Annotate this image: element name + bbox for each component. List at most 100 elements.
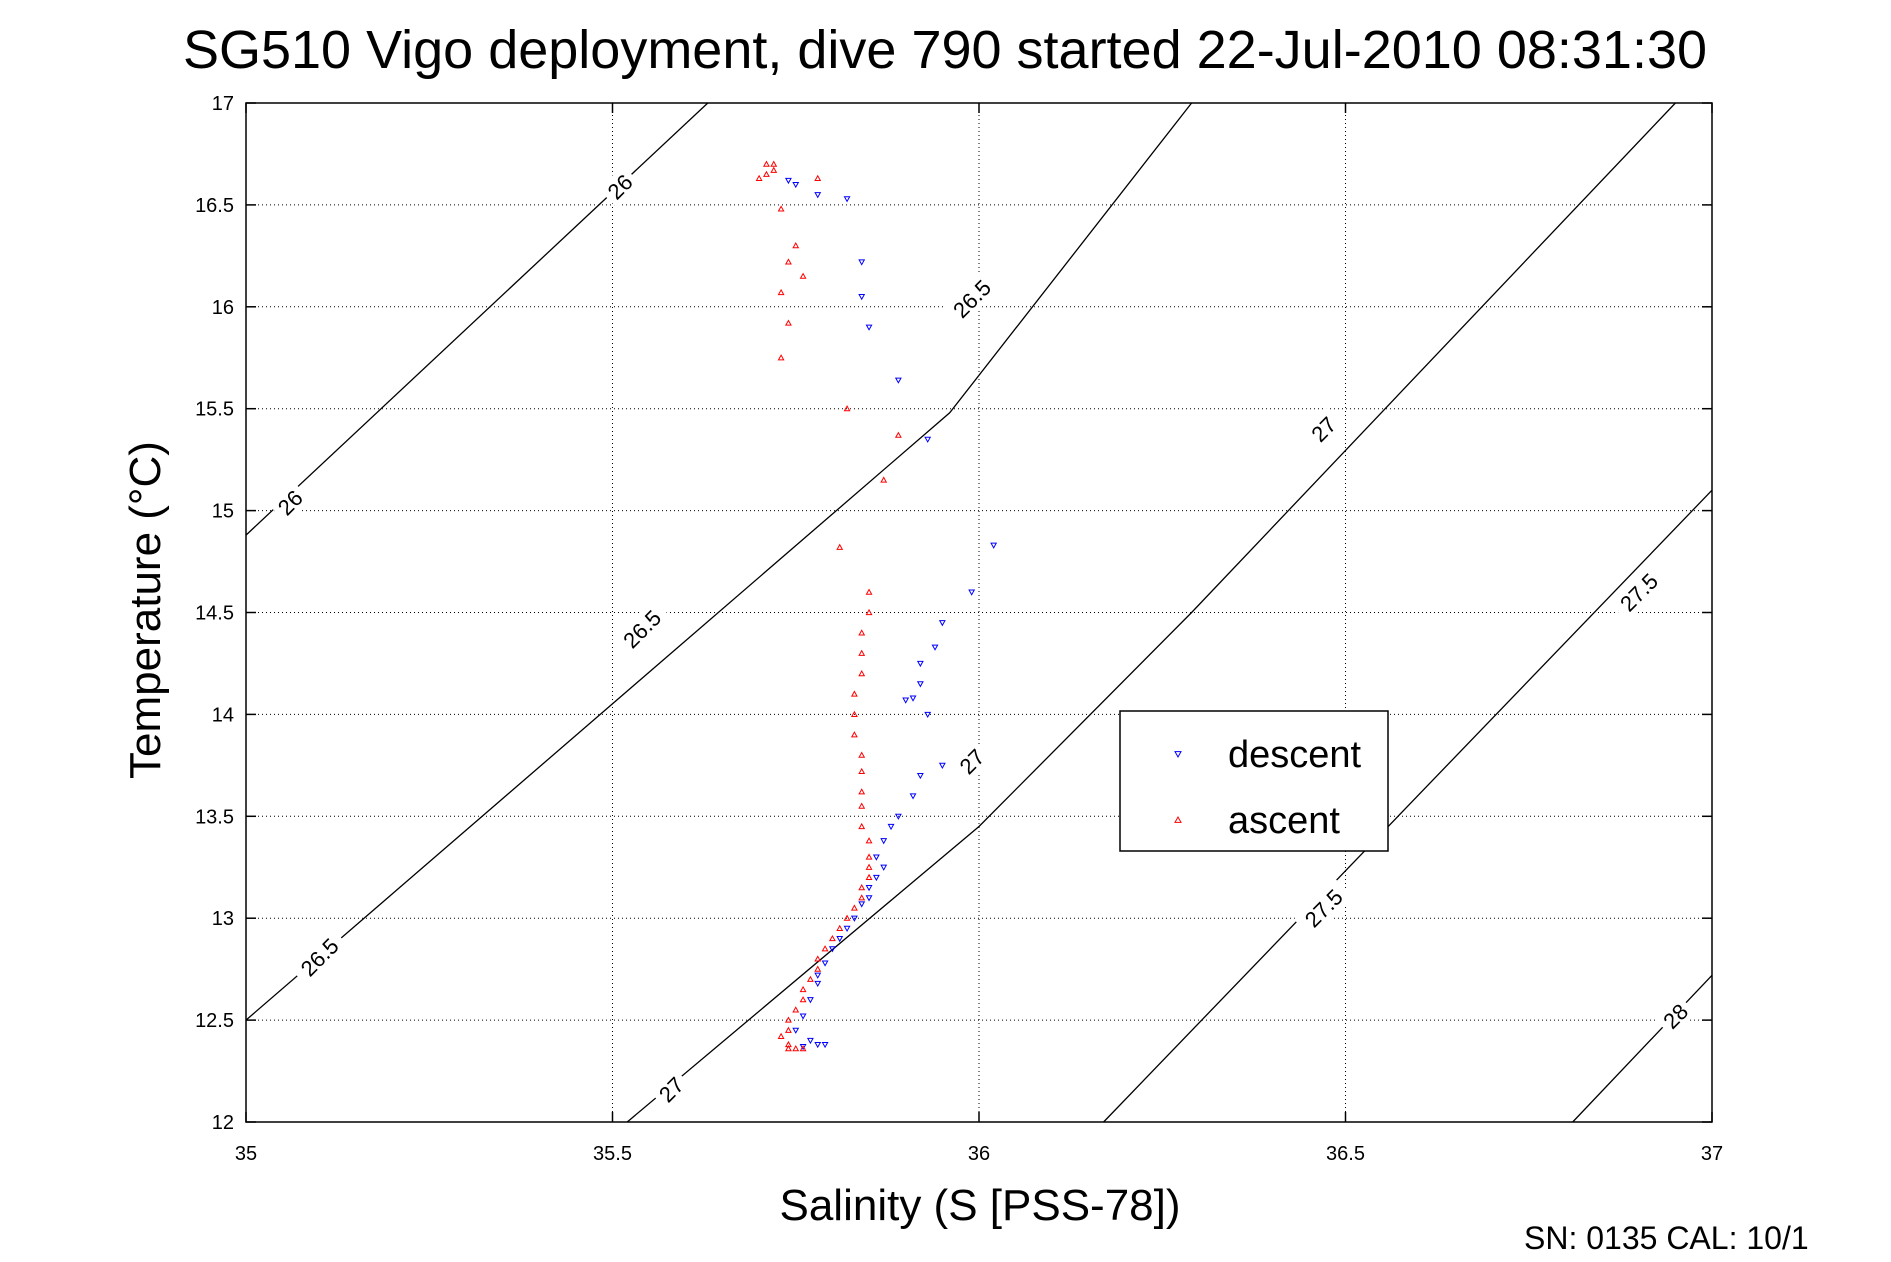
y-tick-label: 15 bbox=[212, 501, 234, 523]
descent-point bbox=[858, 294, 866, 301]
ascent-point bbox=[814, 965, 822, 972]
descent-point bbox=[843, 196, 851, 203]
legend-box bbox=[1119, 710, 1389, 852]
ascent-point bbox=[865, 853, 873, 860]
ascent-point bbox=[777, 354, 785, 361]
density-contour-line bbox=[626, 102, 1676, 1123]
ascent-point bbox=[865, 588, 873, 595]
ascent-point bbox=[799, 272, 807, 279]
ascent-point bbox=[850, 904, 858, 911]
descent-point bbox=[916, 660, 924, 668]
descent-point bbox=[894, 813, 902, 820]
descent-point bbox=[968, 589, 976, 596]
ascent-point bbox=[821, 945, 829, 952]
x-tick-label: 35 bbox=[235, 1143, 257, 1165]
y-tick-label: 12.5 bbox=[195, 1010, 234, 1032]
descent-point bbox=[858, 901, 866, 908]
x-axis-label: Salinity (S [PSS-78]) bbox=[779, 1181, 1180, 1230]
ascent-point bbox=[777, 288, 785, 296]
descent-point bbox=[828, 946, 836, 953]
legend-label-ascent: ascent bbox=[1228, 800, 1340, 842]
ascent-point bbox=[865, 608, 873, 616]
descent-point bbox=[858, 259, 866, 266]
descent-point bbox=[872, 874, 880, 882]
ascent-point bbox=[858, 649, 866, 656]
ascent-point bbox=[799, 1045, 807, 1052]
ascent-point bbox=[770, 160, 778, 167]
descent-point bbox=[880, 838, 888, 845]
descent-point bbox=[902, 697, 910, 704]
serial-calibration-label: SN: 0135 CAL: 10/1 bbox=[1524, 1220, 1809, 1256]
contour-label-background bbox=[1302, 407, 1345, 451]
contour-label-background bbox=[649, 1068, 693, 1111]
ascent-point bbox=[858, 629, 866, 636]
ascent-point bbox=[843, 405, 851, 412]
ascent-point bbox=[784, 258, 792, 265]
contour-label-background bbox=[1293, 878, 1354, 938]
descent-point bbox=[792, 181, 800, 189]
ascent-point bbox=[828, 934, 836, 942]
contour-label-background bbox=[1654, 994, 1697, 1038]
y-axis-label: Temperature (°C) bbox=[121, 441, 170, 779]
contour-label-background bbox=[942, 268, 1002, 329]
data-points bbox=[755, 160, 998, 1052]
x-tick-label: 37 bbox=[1701, 1143, 1723, 1165]
ascent-point bbox=[799, 996, 807, 1003]
descent-point bbox=[865, 324, 873, 331]
contour-label-background bbox=[289, 927, 349, 987]
axis-ticks: 35 35.5 36 36.5 37 12 12.5 13 13.5 14 14.5 15 15.5 16… bbox=[195, 93, 1723, 1165]
ascent-point bbox=[858, 767, 866, 775]
y-tick-label: 15.5 bbox=[195, 399, 234, 421]
density-contour-line bbox=[1103, 489, 1713, 1123]
descent-point bbox=[814, 972, 822, 979]
ascent-point bbox=[850, 710, 858, 717]
ascent-point bbox=[799, 985, 807, 993]
y-tick-label: 16 bbox=[212, 297, 234, 319]
ascent-point bbox=[755, 174, 763, 181]
density-contour-line bbox=[245, 102, 1193, 1021]
descent-point bbox=[938, 620, 946, 627]
descent-point bbox=[931, 644, 939, 651]
descent-point bbox=[836, 936, 844, 943]
descent-point bbox=[865, 885, 873, 892]
ascent-point bbox=[858, 884, 866, 891]
ascent-point bbox=[858, 670, 866, 677]
ascent-point bbox=[836, 924, 844, 931]
descent-point bbox=[909, 793, 917, 800]
density-contour-line bbox=[1572, 974, 1713, 1123]
descent-point bbox=[821, 1041, 829, 1049]
ascent-point bbox=[858, 788, 866, 795]
y-tick-label: 13 bbox=[212, 908, 234, 930]
legend-label-descent: descent bbox=[1228, 734, 1362, 776]
ascent-point bbox=[762, 170, 770, 177]
x-tick-label: 36.5 bbox=[1326, 1143, 1365, 1165]
ascent-point bbox=[792, 242, 800, 249]
contour-label-background bbox=[268, 481, 312, 524]
descent-point bbox=[843, 925, 851, 933]
descent-point bbox=[850, 915, 858, 922]
descent-point bbox=[880, 864, 888, 871]
descent-point bbox=[909, 695, 917, 702]
descent-point bbox=[799, 1013, 807, 1020]
y-tick-label: 17 bbox=[212, 93, 234, 115]
ascent-point bbox=[784, 1016, 792, 1023]
ascent-point bbox=[843, 914, 851, 921]
ascent-point bbox=[858, 894, 866, 901]
ascent-point bbox=[850, 731, 858, 738]
descent-point bbox=[814, 192, 822, 199]
x-tick-label: 36 bbox=[968, 1143, 990, 1165]
descent-point bbox=[806, 997, 814, 1004]
y-tick-label: 12 bbox=[212, 1112, 234, 1134]
contour-label-background bbox=[1609, 562, 1669, 622]
legend: descent ascent bbox=[1119, 710, 1389, 852]
x-tick-label: 35.5 bbox=[593, 1143, 632, 1165]
descent-point bbox=[799, 1044, 807, 1051]
ascent-point bbox=[792, 1006, 800, 1013]
descent-point bbox=[872, 854, 880, 861]
ascent-point bbox=[858, 751, 866, 758]
y-tick-label: 14 bbox=[212, 704, 234, 726]
descent-point bbox=[814, 980, 822, 988]
ascent-point bbox=[784, 1045, 792, 1052]
ascent-point bbox=[814, 955, 822, 962]
